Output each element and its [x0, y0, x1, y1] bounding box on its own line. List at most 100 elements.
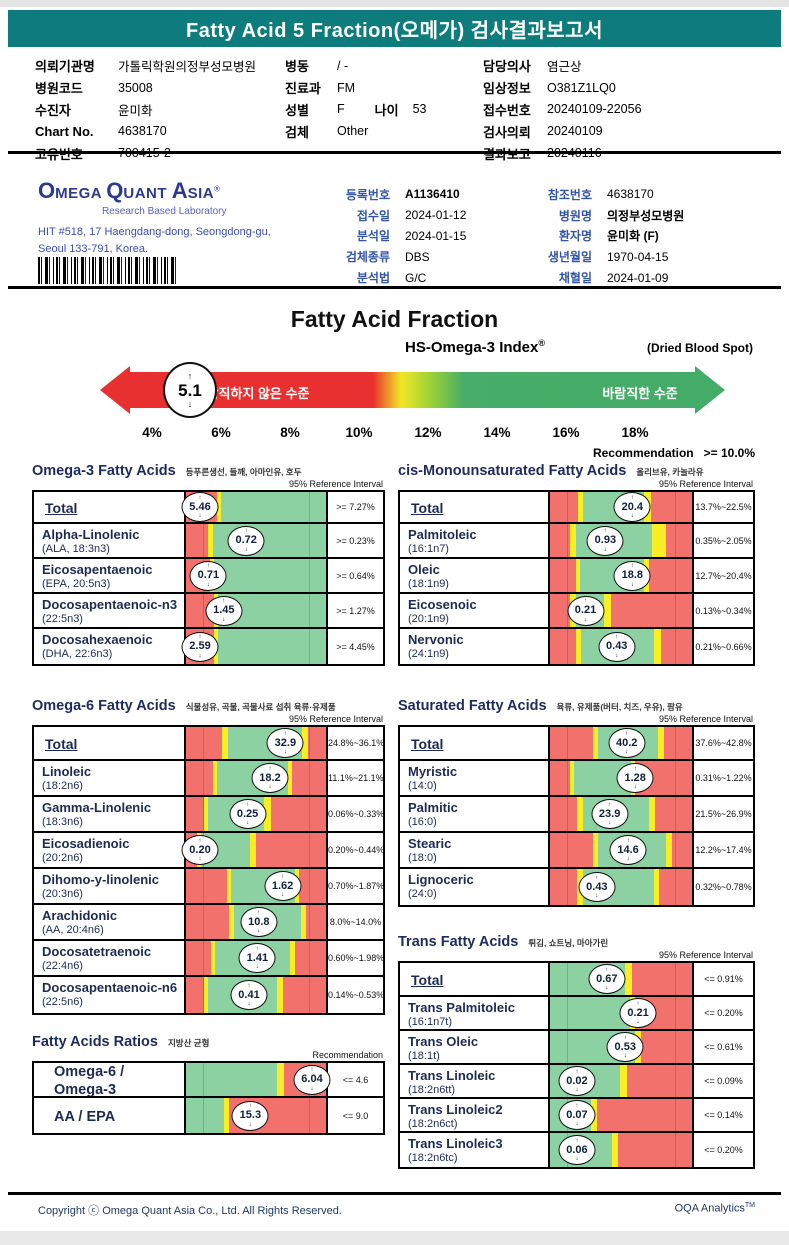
range-gridline [202, 869, 204, 903]
range-bar-segment [186, 524, 209, 557]
marker-up-arrow-icon: ↑ [245, 800, 250, 808]
reference-interval-cell: >= 7.27% [326, 492, 383, 522]
logo-rest: UANT [123, 185, 172, 202]
range-gridline [674, 1099, 676, 1131]
marker-down-arrow-icon: ↓ [247, 1000, 251, 1007]
fatty-acid-name-cell: Total [400, 963, 550, 995]
fatty-acid-name-cell: Eicosadienoic (20:2n6) [34, 833, 186, 867]
reference-interval-cell: 0.21%~0.66% [692, 629, 753, 664]
fatty-acid-name: Palmitoleic [408, 527, 477, 542]
range-bar-segment [229, 905, 234, 939]
range-bar: ↑ 0.43 ↓ [550, 869, 692, 905]
range-bar: ↑ 0.72 ↓ [186, 524, 326, 557]
marker-value: 1.41 [246, 951, 269, 964]
gauge-tick-label: 10% [345, 425, 373, 440]
range-bar-segment [550, 869, 577, 905]
marker-down-arrow-icon: ↓ [626, 855, 630, 862]
reference-interval-cell: <= 9.0 [326, 1098, 383, 1133]
range-bar: ↑ 1.41 ↓ [186, 941, 326, 975]
patient-info-column-3: 담당의사 염근상 임상정보 O381Z1LQ0 접수번호 20240109-22056 검사… [483, 55, 773, 164]
range-gridline [567, 727, 569, 759]
fatty-acid-formula: (18:2n6tt) [408, 1084, 456, 1097]
hs-omega3-index-text: HS-Omega-3 Index [405, 339, 539, 356]
meta-value: 윤미화 (F) [607, 229, 659, 244]
fatty-acid-formula: (22:4n6) [42, 960, 83, 973]
range-bar-segment [223, 1098, 230, 1133]
fatty-acid-formula: (18:1t) [408, 1050, 440, 1063]
table-row: Arachidonic (AA, 20:4n6) ↑ 10.8 ↓ 8.0%~14.0% [34, 905, 383, 941]
range-gridline [567, 492, 569, 522]
fatty-acid-name: Alpha-Linolenic [42, 527, 140, 542]
fatty-acid-name-cell: Dihomo-y-linolenic (20:3n6) [34, 869, 186, 903]
range-bar-segment [550, 797, 577, 831]
info-value: 가톨릭학원의정부성모병원 [118, 60, 257, 75]
fatty-acid-name: Docosatetraenoic [42, 944, 152, 959]
marker-value: 0.67 [596, 972, 618, 985]
marker-value: 15.3 [239, 1109, 262, 1121]
table-subtitle: 식물성유, 곡물, 곡물사료 섭취 육류·유제품 [185, 702, 336, 712]
fatty-acid-formula: (24:0) [408, 888, 437, 901]
value-marker: ↑ 1.28 ↓ [616, 763, 654, 793]
value-marker: ↑ 0.67 ↓ [588, 964, 626, 994]
range-gridline [309, 905, 311, 939]
marker-value: 0.72 [235, 534, 257, 546]
range-bar-segment [655, 797, 692, 831]
range-bar-segment [271, 797, 326, 831]
table-row: Total ↑ 32.9 ↓ 24.8%~36.1% [34, 727, 384, 761]
marker-down-arrow-icon: ↓ [575, 1120, 579, 1127]
info-value: Other [337, 124, 369, 139]
reference-interval-cell: 13.7%~22.5% [692, 492, 753, 522]
range-bar-segment [550, 594, 570, 627]
table-header: Omega-3 Fatty Acids 등푸른생선, 들깨, 아마인유, 호두 95… [32, 462, 385, 490]
range-bar: ↑ 0.25 ↓ [186, 797, 326, 831]
marker-up-arrow-icon: ↑ [630, 493, 634, 501]
trademark-mark: TM [744, 1202, 755, 1209]
table-header: cis-Monounsaturated Fatty Acids 올리브유, 카놀라… [398, 462, 755, 490]
marker-value: 0.53 [614, 1040, 636, 1053]
reference-interval-cell: 0.20%~0.44% [326, 833, 384, 867]
fatty-acid-name-cell: Lignoceric (24:0) [400, 869, 550, 905]
fatty-acid-name: Lignoceric [408, 872, 474, 887]
range-bar: ↑ 0.67 ↓ [550, 963, 692, 995]
reference-interval-cell: <= 0.09% [692, 1065, 753, 1097]
reference-interval-cell: <= 0.91% [692, 963, 753, 995]
value-marker: ↑ 0.53 ↓ [606, 1032, 644, 1062]
range-gridline [674, 559, 676, 592]
range-bar-segment [211, 941, 216, 975]
meta-row: 생년월일 1970-04-15 [520, 246, 684, 267]
marker-value: 14.6 [617, 843, 639, 856]
marker-value: 18.8 [621, 569, 644, 581]
range-gridline [567, 559, 569, 592]
range-bar: ↑ 0.20 ↓ [181, 833, 326, 867]
value-marker: ↑ 2.59 ↓ [181, 631, 219, 662]
lab-address-line1: HIT #518, 17 Haengdang-dong, Seongdong-g… [38, 226, 271, 238]
meta-label: 분석일 [356, 229, 390, 244]
table-row: Total ↑ 20.4 ↓ 13.7%~22.5% [400, 492, 753, 524]
range-bar-segment [640, 1031, 692, 1063]
meta-value: G/C [405, 270, 427, 285]
marker-down-arrow-icon: ↓ [280, 891, 285, 898]
range-bar-segment [666, 833, 673, 867]
marker-up-arrow-icon: ↑ [605, 965, 609, 973]
fatty-acid-name: Total [45, 735, 78, 752]
range-gridline [567, 797, 569, 831]
meta-value: DBS [405, 249, 430, 264]
fatty-acid-name-cell: Omega-6 / Omega-3 [34, 1063, 186, 1096]
fatty-acid-name-cell: Eicosenoic (20:1n9) [400, 594, 550, 627]
gauge-scale: 4% 6% 8% 10% 12% 14% 16% 18% [100, 425, 725, 441]
range-bar: ↑ 20.4 ↓ [550, 492, 692, 522]
gauge-tick-label: 12% [414, 425, 442, 440]
marker-up-arrow-icon: ↑ [625, 729, 629, 737]
value-marker: ↑ 0.72 ↓ [227, 525, 265, 556]
range-gridline [674, 869, 676, 905]
table-row: Eicosapentaenoic (EPA, 20:5n3) ↑ 0.71 ↓ >= 0.… [34, 559, 383, 594]
fatty-acid-name-cell: AA / EPA [34, 1098, 186, 1133]
marker-up-arrow-icon: ↑ [255, 944, 260, 952]
page-top-strip [0, 0, 789, 7]
range-bar-segment [612, 1133, 619, 1167]
range-bar: ↑ 0.43 ↓ [550, 629, 692, 664]
fatty-acid-name-cell: Trans Palmitoleic (16:1n7t) [400, 997, 550, 1029]
info-label: 병동 [285, 59, 309, 75]
marker-up-arrow-icon: ↑ [595, 873, 599, 881]
fatty-acid-formula: (24:1n9) [408, 648, 449, 661]
